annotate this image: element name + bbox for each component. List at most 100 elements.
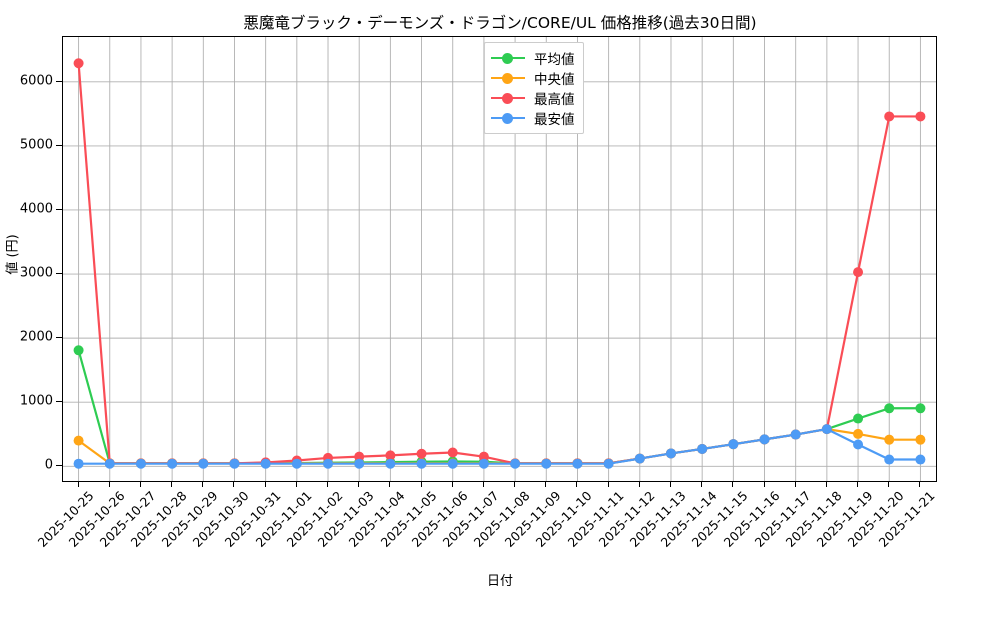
series-marker	[634, 453, 645, 464]
series-marker	[541, 458, 552, 469]
y-axis-tick-label: 1000	[19, 393, 53, 409]
series-marker	[665, 448, 676, 459]
x-axis-tick-mark	[669, 481, 671, 487]
x-axis-tick-mark	[171, 481, 173, 487]
x-axis-tick-mark	[451, 481, 453, 487]
x-axis-tick-mark	[545, 481, 547, 487]
series-marker	[73, 435, 84, 446]
legend-label: 平均値	[534, 52, 575, 68]
x-axis-tick-mark	[857, 481, 859, 487]
series-marker	[915, 111, 926, 122]
x-axis-tick-mark	[638, 481, 640, 487]
chart-legend: 平均値中央値最高値最安値	[484, 42, 584, 134]
x-axis-tick-mark	[420, 481, 422, 487]
x-axis-tick-mark	[295, 481, 297, 487]
y-axis-tick-label: 4000	[19, 201, 53, 217]
series-marker	[853, 439, 864, 450]
series-marker	[603, 458, 614, 469]
legend-label: 中央値	[534, 72, 575, 88]
series-marker	[354, 458, 365, 469]
x-axis-tick-mark	[108, 481, 110, 487]
data-series-layer	[73, 58, 926, 469]
y-axis-tick-label: 6000	[19, 73, 53, 89]
series-marker	[853, 428, 864, 439]
y-axis-tick-label: 5000	[19, 137, 53, 153]
series-line	[77, 428, 922, 465]
series-marker	[73, 345, 84, 356]
series-marker	[447, 458, 458, 469]
x-axis-tick-mark	[825, 481, 827, 487]
series-marker	[291, 458, 302, 469]
x-axis-tick-mark	[389, 481, 391, 487]
series-marker	[884, 454, 895, 465]
series-marker	[853, 413, 864, 424]
series-marker	[728, 439, 739, 450]
y-axis-tick-label: 0	[44, 457, 53, 473]
y-axis-tick-mark	[56, 273, 62, 275]
legend-swatch-icon	[491, 71, 525, 85]
series-marker	[323, 458, 334, 469]
legend-label: 最高値	[534, 92, 575, 108]
x-axis-tick-mark	[576, 481, 578, 487]
series-marker	[354, 451, 365, 462]
legend-item[interactable]: 平均値	[491, 48, 575, 68]
x-axis-tick-mark	[202, 481, 204, 487]
x-axis-tick-mark	[264, 481, 266, 487]
x-axis-tick-mark	[763, 481, 765, 487]
series-marker	[135, 458, 146, 469]
y-axis-tick-mark	[56, 208, 62, 210]
y-axis-tick-mark	[56, 401, 62, 403]
series-marker	[884, 403, 895, 414]
y-axis-tick-mark	[56, 337, 62, 339]
legend-item[interactable]: 最安値	[491, 108, 575, 128]
x-axis-tick-mark	[701, 481, 703, 487]
x-axis-label: 日付	[486, 574, 513, 589]
legend-item[interactable]: 最高値	[491, 88, 575, 108]
chart-title: 悪魔竜ブラック・デーモンズ・ドラゴン/CORE/UL 価格推移(過去30日間)	[243, 14, 757, 32]
series-marker	[478, 458, 489, 469]
series-marker	[790, 429, 801, 440]
y-axis-tick-labels: 0 1000 2000 3000 4000 5000 6000	[0, 36, 53, 480]
x-axis-tick-mark	[514, 481, 516, 487]
legend-label: 最安値	[534, 112, 575, 128]
legend-item[interactable]: 中央値	[491, 68, 575, 88]
x-axis-tick-labels: 2025-10-25 2025-10-26 2025-10-27 2025-10-28…	[0, 488, 1000, 568]
series-marker	[73, 458, 84, 469]
x-axis-tick-mark	[888, 481, 890, 487]
series-marker	[416, 458, 427, 469]
series-marker	[853, 267, 864, 278]
series-line	[77, 349, 922, 465]
series-marker	[821, 424, 832, 435]
legend-swatch-icon	[491, 111, 525, 125]
series-marker	[167, 458, 178, 469]
series-marker	[759, 434, 770, 445]
x-axis-tick-mark	[794, 481, 796, 487]
series-marker	[198, 458, 209, 469]
series-marker	[697, 443, 708, 454]
series-marker	[416, 448, 427, 459]
x-axis-tick-mark	[732, 481, 734, 487]
y-axis-tick-label: 2000	[19, 329, 53, 345]
x-axis-tick-mark	[482, 481, 484, 487]
x-axis-tick-mark	[607, 481, 609, 487]
series-marker	[915, 403, 926, 414]
y-axis-tick-mark	[56, 80, 62, 82]
x-axis-tick-mark	[77, 481, 79, 487]
series-marker	[572, 458, 583, 469]
series-marker	[478, 451, 489, 462]
legend-swatch-icon	[491, 51, 525, 65]
series-marker	[229, 458, 240, 469]
series-marker	[915, 454, 926, 465]
y-axis-tick-mark	[56, 465, 62, 467]
x-axis-tick-mark	[919, 481, 921, 487]
series-marker	[447, 447, 458, 458]
y-axis-tick-marks	[55, 36, 62, 480]
series-marker	[884, 111, 895, 122]
x-axis-tick-mark	[139, 481, 141, 487]
y-axis-tick-mark	[56, 144, 62, 146]
series-marker	[385, 450, 396, 461]
x-axis-tick-mark	[358, 481, 360, 487]
x-axis-tick-mark	[233, 481, 235, 487]
series-marker	[915, 434, 926, 445]
series-marker	[385, 458, 396, 469]
